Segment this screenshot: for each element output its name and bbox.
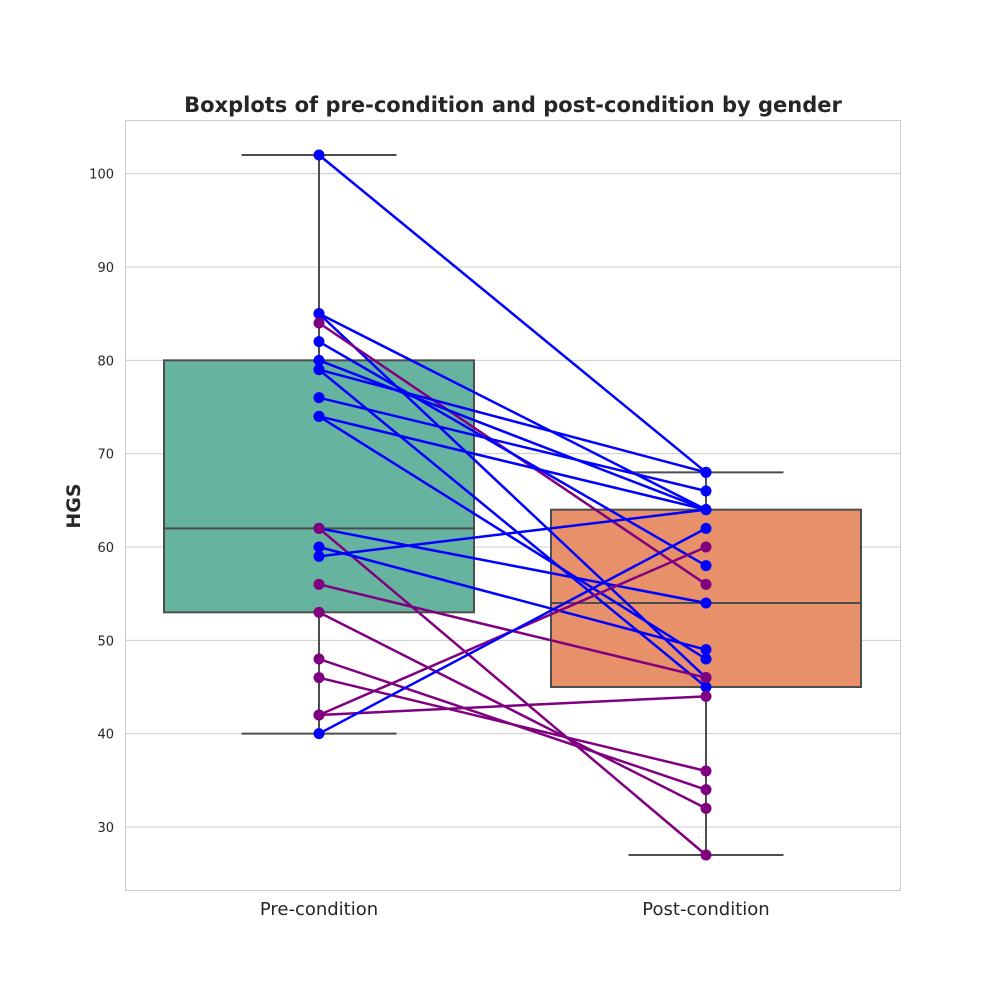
data-point <box>700 849 712 861</box>
data-point <box>313 709 325 721</box>
y-tick-label: 50 <box>97 634 114 649</box>
series-line <box>318 527 707 605</box>
series-line <box>318 312 707 679</box>
data-point <box>313 308 325 320</box>
boxplots <box>163 154 862 856</box>
series-line <box>318 368 707 474</box>
data-point <box>700 653 712 665</box>
data-point <box>313 728 325 740</box>
data-point <box>700 802 712 814</box>
chart-title: Boxplots of pre-condition and post-condi… <box>184 93 842 117</box>
series-line <box>318 611 707 810</box>
series-line <box>318 154 707 474</box>
series-line <box>318 527 707 735</box>
series-line <box>318 695 707 717</box>
data-point <box>313 392 325 404</box>
data-point <box>700 578 712 590</box>
data-point <box>700 541 712 553</box>
data-point <box>313 550 325 562</box>
data-point <box>313 410 325 422</box>
series-line <box>318 676 707 773</box>
data-point <box>313 149 325 161</box>
data-point <box>313 541 325 553</box>
y-tick-label: 100 <box>89 168 114 183</box>
y-tick-label: 30 <box>97 821 114 836</box>
x-tick-label: Pre-condition <box>260 899 378 920</box>
y-axis-label: HGS <box>63 483 85 528</box>
series-line <box>318 527 707 856</box>
y-tick-label: 70 <box>97 448 114 463</box>
y-tick-label: 60 <box>97 541 114 556</box>
data-point <box>313 522 325 534</box>
data-point <box>313 606 325 618</box>
data-point <box>700 681 712 693</box>
data-point <box>313 653 325 665</box>
data-point <box>700 765 712 777</box>
y-tick-labels: 30 40 50 60 70 80 90 100 <box>89 168 114 836</box>
data-point <box>313 354 325 366</box>
data-point <box>700 784 712 796</box>
series-line <box>318 545 707 651</box>
y-tick-label: 80 <box>97 354 114 369</box>
data-point <box>700 522 712 534</box>
x-tick-labels: Pre-condition Post-condition <box>260 899 770 920</box>
y-tick-label: 40 <box>97 728 114 743</box>
series-line <box>318 340 707 567</box>
plot-frame <box>125 120 901 891</box>
data-point <box>700 644 712 656</box>
data-point <box>700 504 712 516</box>
x-tick-label: Post-condition <box>642 899 769 920</box>
data-point <box>313 578 325 590</box>
series-line <box>318 396 707 493</box>
series-line <box>318 368 707 688</box>
data-point <box>313 336 325 348</box>
data-point <box>700 690 712 702</box>
data-point <box>313 364 325 376</box>
series-line <box>318 359 707 511</box>
data-point <box>700 672 712 684</box>
paired-lines <box>318 154 707 856</box>
series-line <box>318 415 707 661</box>
data-point <box>700 560 712 572</box>
series-line <box>318 508 707 558</box>
data-point <box>700 466 712 478</box>
series-line <box>318 415 707 511</box>
series-line <box>318 312 707 511</box>
data-point <box>700 597 712 609</box>
box-pre <box>163 154 475 735</box>
data-point <box>313 672 325 684</box>
data-point <box>700 485 712 497</box>
data-point <box>313 317 325 329</box>
data-points <box>313 149 712 861</box>
y-tick-label: 90 <box>97 261 114 276</box>
